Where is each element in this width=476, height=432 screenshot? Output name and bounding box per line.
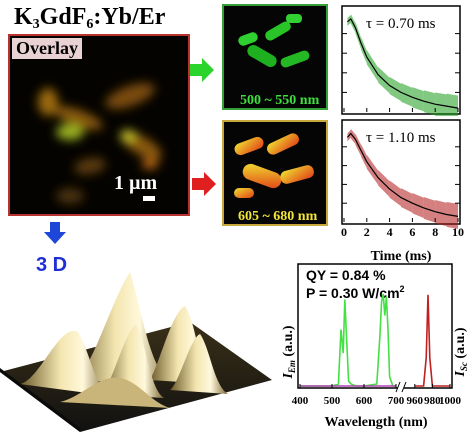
decay-green-fit-line [347,17,459,109]
overlay-particles-image [38,83,162,204]
spectrum-chart: QY = 0.84 % P = 0.30 W/cm2 400 500 600 700 9… [281,263,469,430]
green-particles-image [238,14,310,68]
axis-break-gap [398,382,404,392]
decay-red-fit-line [346,132,459,217]
x-tick-label: 8 [432,225,438,239]
red-channel-micrograph [222,120,328,226]
spectrum-ylabel-left: IEm (a.u.) [281,325,297,379]
green-range-label: 500 ~ 550 nm [240,93,320,108]
x-tick-label: 500 [324,395,341,407]
x-tick-label: 10 [452,225,464,239]
down-arrow-icon [44,222,66,244]
scale-bar-label: 1 µm [114,172,158,194]
material-title: K3GdF6:Yb/Er [14,4,166,32]
x-tick-label: 400 [292,395,309,407]
right-arrow-green-icon [190,58,214,82]
spectrum-xlabel: Wavelength (nm) [324,415,427,430]
label-3d: 3 D [36,254,68,276]
green-channel-micrograph [222,4,328,110]
decay-xlabel: Time (ms) [371,249,432,264]
x-tick-label: 960 [407,395,424,407]
x-tick-label: 600 [356,395,373,407]
decay-red-tau: τ = 1.10 ms [366,130,436,146]
axis-break-mark [401,381,407,393]
decay-red-ticks: 0 2 4 6 8 10 [341,146,464,239]
red-particles-image [234,133,314,198]
overlay-image-panel: Overlay 1 µm [8,34,190,216]
decay-chart-red: τ = 1.10 ms 0 2 4 6 8 10 Time (ms) [341,119,464,264]
3d-surface-plot [0,272,272,432]
x-tick-label: 0 [341,225,347,239]
decay-chart-green: τ = 0.70 ms [341,5,461,116]
x-tick-label: 4 [387,225,393,239]
overlay-label: Overlay [12,38,82,59]
x-tick-label: 980 [424,395,441,407]
spectrum-power: P = 0.30 W/cm2 [306,284,405,301]
right-arrow-red-icon [192,172,216,196]
x-tick-label: 6 [409,225,415,239]
axis-break-mark [395,381,401,393]
x-tick-label: 2 [364,225,370,239]
spectrum-qy: QY = 0.84 % [306,267,386,283]
decay-noise-band [446,93,458,116]
x-tick-label: 700 [388,395,405,407]
x-tick-label: 1000 [439,395,462,407]
spectrum-ylabel-right: ISc (a.u.) [453,327,469,377]
red-range-label: 605 ~ 680 nm [238,209,318,224]
decay-green-ticks [342,33,460,112]
scale-bar [143,196,155,201]
decay-green-tau: τ = 0.70 ms [366,16,436,32]
decay-noise-band [435,92,447,116]
